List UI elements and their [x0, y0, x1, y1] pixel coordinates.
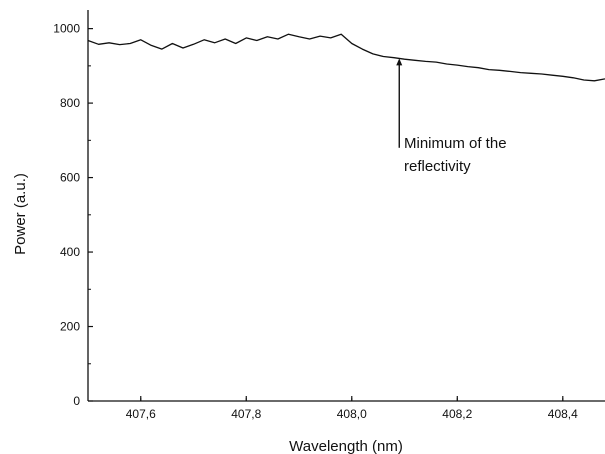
series-line-0 [87, 33, 605, 82]
ticks: 0 200 400 600 800 1000 407,6 407,8 408,0 408,2 408… [53, 22, 578, 421]
y-axis-title: Power (a.u.) [12, 173, 29, 255]
y-tick-label: 200 [60, 320, 80, 334]
annotation-arrow-head [396, 58, 403, 66]
y-tick-label: 600 [60, 171, 80, 185]
x-axis-title: Wavelength (nm) [289, 438, 403, 454]
x-tick-label: 408,4 [548, 407, 578, 421]
x-tick-label: 408,0 [337, 407, 367, 421]
y-tick-label: 1000 [53, 22, 80, 36]
y-tick-label: 400 [60, 245, 80, 259]
x-tick-label: 407,6 [126, 407, 156, 421]
y-tick-label: 800 [60, 96, 80, 110]
plot-area [87, 33, 605, 82]
annotation: Minimum of the reflectivity [396, 58, 507, 175]
x-tick-label: 408,2 [442, 407, 472, 421]
x-tick-label: 407,8 [231, 407, 261, 421]
y-tick-label: 0 [73, 394, 80, 408]
axes [87, 10, 605, 402]
annotation-line-1: Minimum of the [404, 135, 507, 152]
annotation-line-2: reflectivity [404, 158, 471, 175]
